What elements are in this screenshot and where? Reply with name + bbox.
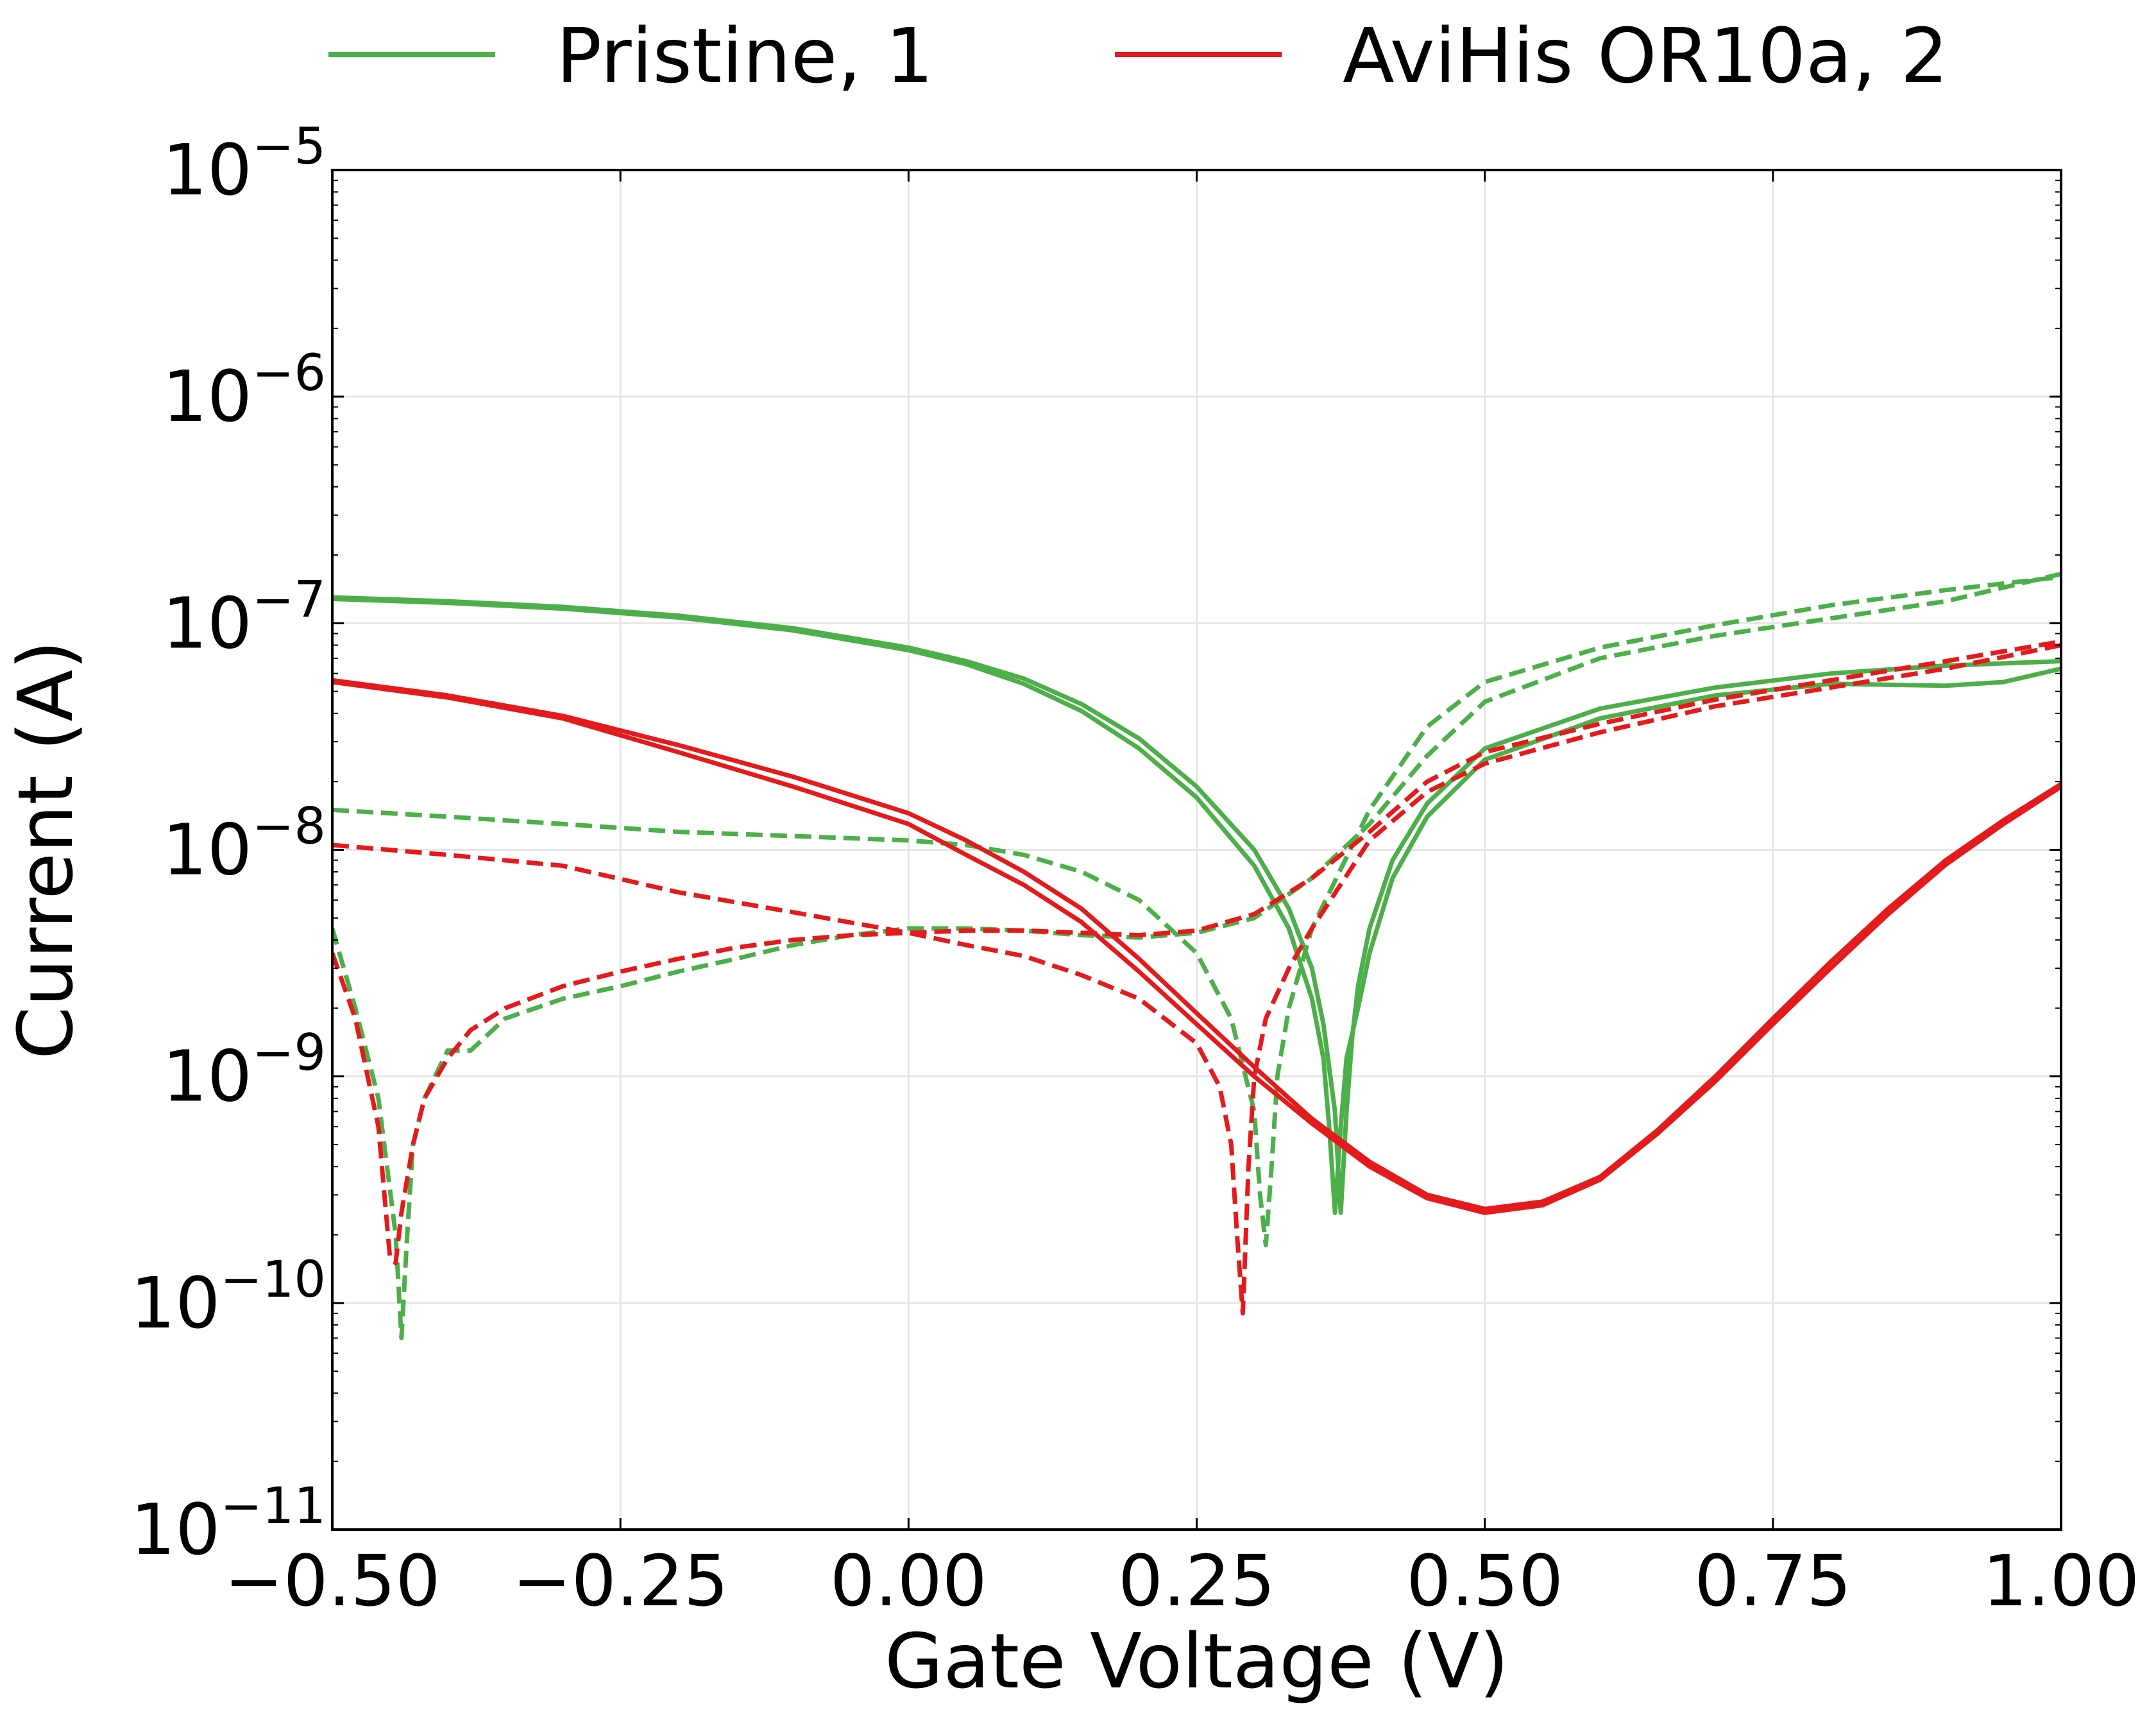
series-line-8 (332, 639, 2061, 1266)
x-tick-label: −0.50 (224, 1540, 440, 1622)
y-tick-label: 10−7 (162, 571, 326, 664)
series-line-2 (332, 597, 2061, 1215)
y-tick-label: 10−11 (130, 1478, 326, 1571)
y-axis-label: Current (A) (1, 640, 90, 1060)
legend-label: AviHis OR10a, 2 (1343, 12, 1948, 100)
x-tick-label: 0.75 (1694, 1540, 1851, 1622)
y-tick-label: 10−8 (162, 798, 326, 891)
y-tick-label: 10−5 (162, 118, 326, 211)
y-tick-label: 10−6 (162, 345, 326, 438)
plot-series (332, 572, 2061, 1340)
axis-ticks (331, 169, 2062, 1531)
x-axis-tick-labels: −0.50 −0.25 0.00 0.25 0.50 0.75 1.00 (224, 1540, 2139, 1622)
x-tick-label: 0.25 (1118, 1540, 1275, 1622)
x-axis-label: Gate Voltage (V) (885, 1617, 1509, 1705)
x-tick-label: 1.00 (1983, 1540, 2140, 1622)
legend-label: Pristine, 1 (556, 12, 933, 100)
series-line-6 (332, 679, 2061, 1215)
y-tick-label: 10−9 (162, 1025, 326, 1118)
series-line-7 (332, 643, 2061, 1316)
series-line-3 (332, 574, 2061, 1248)
series-line-5 (332, 678, 2061, 1211)
x-tick-label: 0.50 (1406, 1540, 1563, 1622)
series-line-1 (332, 595, 2061, 1215)
x-tick-label: −0.25 (513, 1540, 729, 1622)
y-tick-label: 10−10 (130, 1251, 326, 1344)
legend: Pristine, 1 AviHis OR10a, 2 (328, 12, 1948, 100)
y-axis-tick-labels: 10−5 10−6 10−7 10−8 10−9 10−10 10−11 (130, 118, 326, 1571)
x-tick-label: 0.00 (830, 1540, 987, 1622)
